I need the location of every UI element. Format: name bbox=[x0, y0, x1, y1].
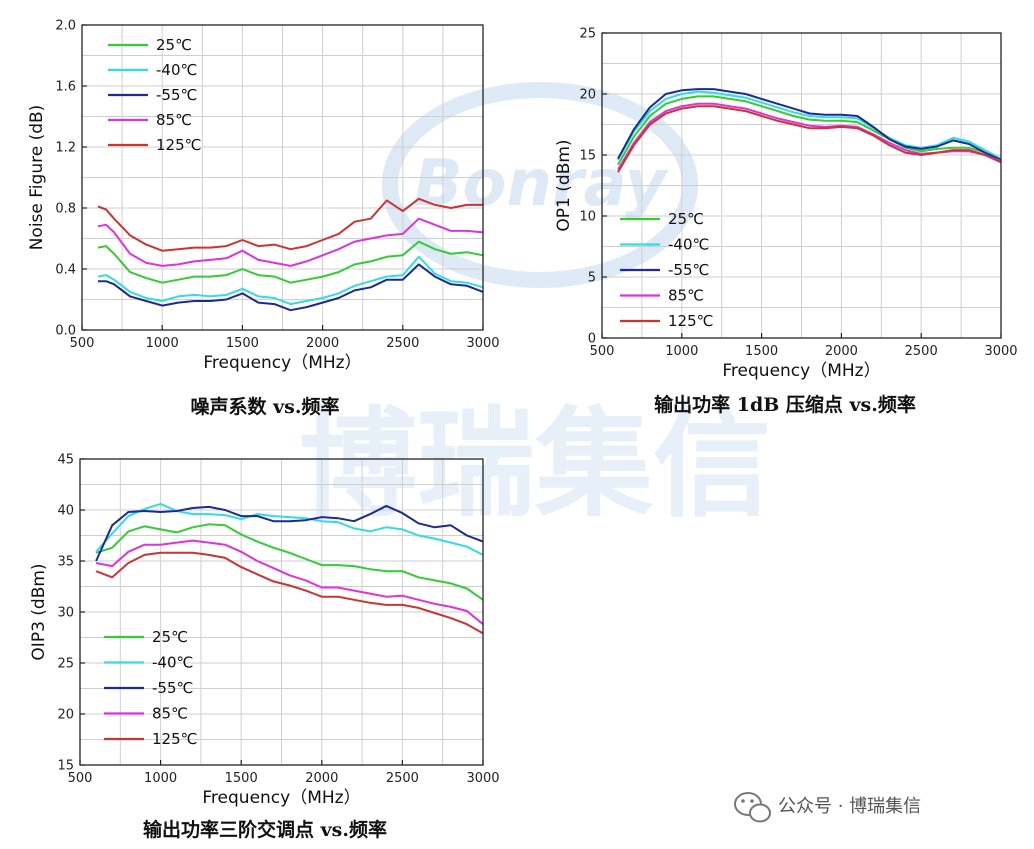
grid bbox=[601, 32, 1002, 339]
x-tick-label: 500 bbox=[70, 336, 95, 351]
series-line-25c bbox=[617, 95, 1002, 166]
x-tick-label: 1000 bbox=[665, 344, 698, 359]
y-tick-label: 0.0 bbox=[55, 324, 76, 339]
watermark-logo-text: Bonray bbox=[414, 147, 669, 221]
series-line-minus40c bbox=[95, 502, 484, 556]
plot-frame bbox=[81, 24, 484, 331]
x-axis-title: Frequency（MHz） bbox=[722, 361, 880, 381]
x-tick-label: 2500 bbox=[905, 344, 938, 359]
y-tick-label: 20 bbox=[579, 88, 596, 103]
series-line-125c bbox=[97, 197, 483, 252]
x-tick-label: 2500 bbox=[386, 771, 419, 786]
y-tick-label: 0.8 bbox=[55, 202, 76, 217]
x-tick-label: 1000 bbox=[144, 771, 177, 786]
y-tick-label: 5 bbox=[588, 271, 596, 286]
y-axis-title: OP1 (dBm) bbox=[554, 139, 574, 231]
footer-account-label: 公众号 · 博瑞集信 bbox=[778, 796, 921, 817]
legend-label: 125℃ bbox=[156, 136, 201, 154]
y-tick-label: 30 bbox=[57, 606, 74, 621]
legend-label: -55℃ bbox=[152, 679, 193, 697]
series-line-minus40c bbox=[97, 255, 484, 306]
y-axis-title: Noise Figure (dB) bbox=[27, 105, 47, 251]
x-tick-label: 1500 bbox=[745, 344, 778, 359]
legend: 25℃ -40℃ -55℃ 85℃ 125℃ bbox=[108, 36, 201, 154]
y-tick-label: 2.0 bbox=[55, 19, 76, 34]
legend-label: -40℃ bbox=[152, 654, 193, 672]
plot-frame bbox=[601, 32, 1002, 339]
x-axis-title: Frequency（MHz） bbox=[203, 353, 361, 373]
legend-label: 25℃ bbox=[668, 210, 704, 228]
legend-label: 85℃ bbox=[152, 705, 188, 723]
x-tick-label: 1000 bbox=[146, 336, 179, 351]
x-tick-label: 2000 bbox=[305, 771, 338, 786]
y-tick-label: 40 bbox=[57, 504, 74, 519]
series-line-25c bbox=[97, 240, 484, 284]
y-tick-label: 25 bbox=[57, 657, 74, 672]
legend-label: 25℃ bbox=[156, 36, 192, 54]
chart-caption: 输出功率三阶交调点 vs.频率 bbox=[143, 818, 387, 841]
x-axis-title: Frequency（MHz） bbox=[202, 788, 360, 808]
series-line-85c bbox=[97, 217, 484, 267]
oip3-chart: 500 1000 1500 2000 2500 3000 15 20 25 30 35 40 45 Fre… bbox=[29, 453, 500, 842]
y-tick-label: 45 bbox=[57, 453, 74, 468]
series-line-minus55c bbox=[617, 88, 1002, 161]
series-line-125c bbox=[617, 105, 1002, 173]
legend-label: 85℃ bbox=[668, 287, 704, 305]
y-tick-label: 25 bbox=[579, 27, 596, 42]
legend-label: 85℃ bbox=[156, 111, 192, 129]
series-line-minus55c bbox=[95, 504, 484, 562]
y-tick-label: 10 bbox=[579, 210, 596, 225]
legend-label: -55℃ bbox=[156, 86, 197, 104]
y-tick-label: 15 bbox=[579, 149, 596, 164]
legend-label: 25℃ bbox=[152, 628, 188, 646]
y-tick-label: 0 bbox=[588, 332, 596, 347]
x-tick-label: 1500 bbox=[226, 336, 259, 351]
x-tick-label: 3000 bbox=[466, 336, 499, 351]
wechat-icon bbox=[734, 792, 771, 823]
legend-label: -40℃ bbox=[668, 236, 709, 254]
legend-label: 125℃ bbox=[152, 730, 197, 748]
y-tick-label: 35 bbox=[57, 555, 74, 570]
chart-caption: 噪声系数 vs.频率 bbox=[191, 395, 340, 418]
x-tick-label: 2500 bbox=[386, 336, 419, 351]
chart-caption: 输出功率 1dB 压缩点 vs.频率 bbox=[654, 393, 916, 416]
y-tick-label: 1.6 bbox=[55, 80, 76, 95]
series-line-25c bbox=[95, 523, 484, 601]
x-tick-label: 500 bbox=[590, 344, 615, 359]
legend: 25℃ -40℃ -55℃ 85℃ 125℃ bbox=[104, 628, 197, 748]
legend-label: -55℃ bbox=[668, 261, 709, 279]
noise-figure-chart: 500 1000 1500 2000 2500 3000 0.0 0.4 0.8 1.2 1.6 2.… bbox=[27, 19, 500, 419]
x-tick-label: 1500 bbox=[225, 771, 258, 786]
legend-label: 125℃ bbox=[668, 312, 713, 330]
x-tick-label: 3000 bbox=[466, 771, 499, 786]
legend: 25℃ -40℃ -55℃ 85℃ 125℃ bbox=[620, 210, 713, 330]
series-line-minus55c bbox=[98, 263, 484, 312]
x-tick-label: 2000 bbox=[306, 336, 339, 351]
y-axis-title: OIP3 (dBm) bbox=[29, 563, 49, 660]
series-line-125c bbox=[95, 551, 484, 635]
series-line-minus40c bbox=[617, 90, 1002, 161]
x-tick-label: 500 bbox=[68, 771, 93, 786]
x-tick-label: 3000 bbox=[984, 344, 1017, 359]
op1-chart: 500 1000 1500 2000 2500 3000 0 5 10 15 20 25 Frequen… bbox=[554, 27, 1018, 417]
series-line-85c bbox=[95, 539, 484, 625]
footer: 公众号 · 博瑞集信 bbox=[734, 792, 921, 823]
x-tick-label: 2000 bbox=[825, 344, 858, 359]
y-tick-label: 20 bbox=[57, 708, 74, 723]
y-tick-label: 1.2 bbox=[55, 141, 76, 156]
legend-label: -40℃ bbox=[156, 61, 197, 79]
y-tick-label: 15 bbox=[57, 759, 74, 774]
y-tick-label: 0.4 bbox=[55, 263, 76, 278]
